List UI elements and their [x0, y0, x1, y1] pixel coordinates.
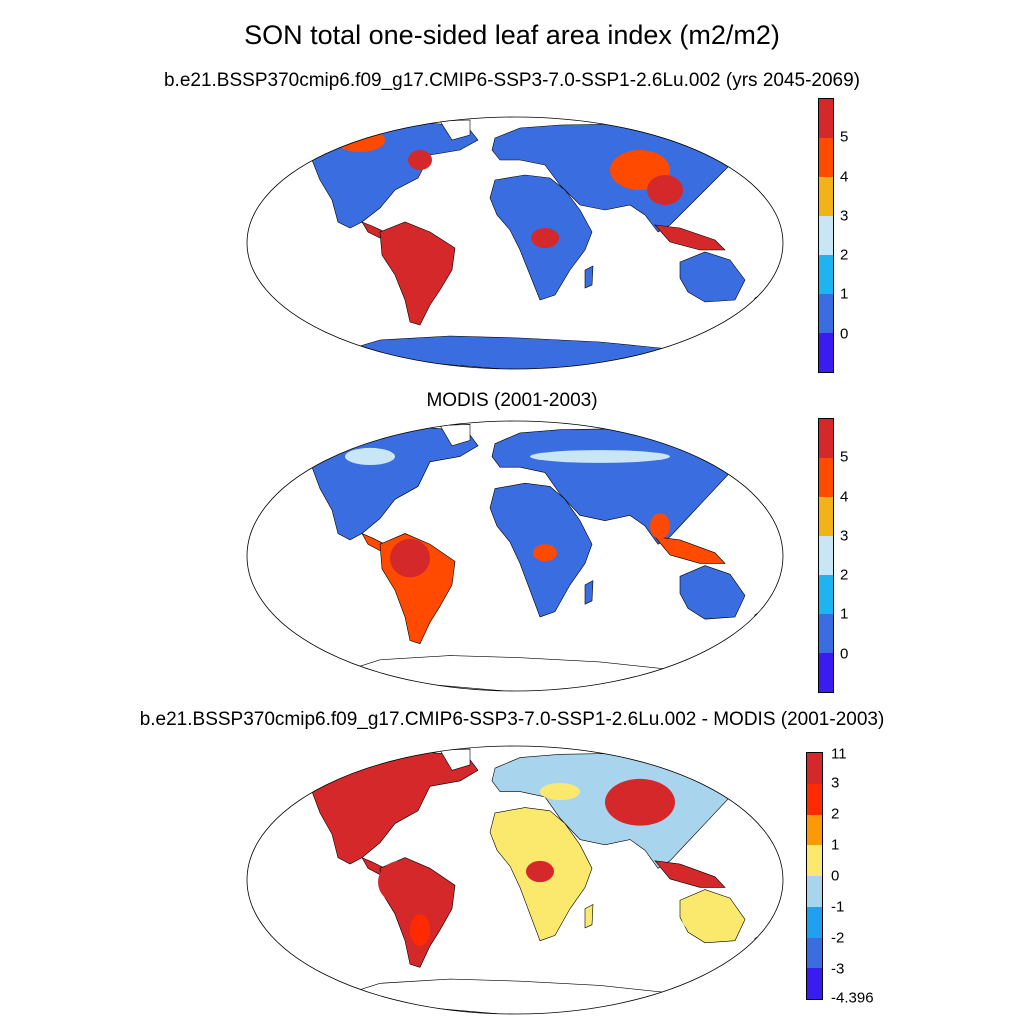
colorbar-segment: [819, 216, 833, 255]
map-panel-model: [246, 116, 784, 370]
map-panel-diff: [246, 745, 784, 1015]
colorbar-segment: [819, 575, 833, 614]
colorbar-segment: [819, 419, 833, 458]
panel-title-model: b.e21.BSSP370cmip6.f09_g17.CMIP6-SSP3-7.…: [163, 70, 861, 91]
land-au: [679, 565, 746, 620]
colorbar-segment: [819, 294, 833, 333]
land-nz: [749, 931, 766, 956]
colorbar-segment: [819, 255, 833, 294]
field-patch: [378, 860, 422, 904]
field-patch: [531, 228, 559, 248]
field-patch: [345, 447, 395, 466]
colorbar-tick-label: 3: [831, 774, 840, 792]
map-outline: [246, 116, 784, 370]
colorbar-segment: [807, 937, 822, 969]
land-gr: [439, 748, 471, 771]
colorbar-tick-label: 4: [840, 488, 849, 506]
colorbar-tick-label: 3: [840, 207, 849, 225]
colorbar-segment: [819, 99, 833, 138]
colorbar-tick-label: 4: [840, 168, 849, 186]
colorbar-segment: [819, 138, 833, 177]
panel-title-obs: MODIS (2001-2003): [426, 390, 598, 411]
colorbar-segment: [819, 536, 833, 575]
land-an: [329, 335, 721, 369]
field-patch: [330, 760, 390, 791]
colorbar-segment: [819, 614, 833, 653]
map-panel-obs: [246, 420, 784, 692]
field-patch: [540, 783, 580, 801]
land-mad: [584, 580, 594, 605]
field-patch: [390, 538, 430, 578]
land-an: [329, 655, 721, 691]
colorbar-tick-label: 1: [831, 836, 840, 854]
colorbar-tick-label: 2: [840, 566, 849, 584]
colorbar-segment: [819, 458, 833, 497]
colorbar-tick-label: -3: [831, 960, 845, 978]
land-nz: [749, 291, 766, 314]
land-mad: [584, 903, 594, 929]
colorbar-bar: [818, 418, 834, 693]
colorbar-segment: [807, 968, 822, 999]
land-nz: [749, 607, 766, 632]
colorbar-segment: [807, 783, 822, 815]
colorbar-tick-label: 0: [840, 645, 849, 663]
colorbar-tick-label: 3: [840, 527, 849, 545]
map-outline: [246, 420, 784, 692]
colorbar-tick-label: 1: [840, 605, 849, 623]
field-patch: [647, 175, 683, 205]
colorbar-tick-label: 5: [840, 128, 849, 146]
land-sea: [654, 224, 726, 251]
land-gr: [439, 119, 471, 141]
field-patch: [650, 513, 670, 539]
colorbar-tick-label: 11: [831, 745, 847, 763]
field-patch: [383, 227, 427, 263]
colorbar-segment: [807, 753, 822, 784]
colorbar-segment: [807, 906, 822, 938]
colorbar-tick-label: 2: [840, 246, 849, 264]
land-an: [329, 978, 721, 1014]
colorbar-segment: [819, 177, 833, 216]
field-patch: [526, 860, 554, 883]
colorbar-tick-label: 5: [840, 448, 849, 466]
panel-title-diff: b.e21.BSSP370cmip6.f09_g17.CMIP6-SSP3-7.…: [139, 709, 885, 730]
colorbar-segment: [819, 653, 833, 692]
land-gr: [439, 424, 471, 447]
field-patch: [605, 778, 675, 826]
colorbar-tick-label: -4.396: [831, 989, 874, 1007]
colorbar-tick-label: -2: [831, 929, 845, 947]
colorbar-tick-label: 0: [831, 867, 840, 885]
field-patch: [530, 450, 670, 463]
colorbar-tick-label: -1: [831, 898, 845, 916]
land-au: [679, 251, 746, 303]
field-patch: [410, 914, 430, 947]
colorbar-tick-label: 2: [831, 805, 840, 823]
colorbar-segment: [807, 814, 822, 846]
figure-title: SON total one-sided leaf area index (m2/…: [244, 20, 780, 50]
colorbar-segment: [807, 876, 822, 907]
colorbar-bar: [818, 98, 834, 373]
land-sea: [654, 536, 726, 564]
colorbar-segment: [819, 497, 833, 536]
field-patch: [533, 544, 557, 562]
colorbar-segment: [807, 845, 822, 876]
colorbar-bar: [806, 752, 823, 1000]
field-patch: [682, 906, 718, 933]
land-sea: [654, 860, 726, 888]
map-outline: [246, 745, 784, 1015]
land-mad: [584, 265, 594, 289]
colorbar-segment: [819, 333, 833, 372]
field-patch: [408, 150, 432, 170]
colorbar-tick-label: 1: [840, 285, 849, 303]
colorbar-tick-label: 0: [840, 325, 849, 343]
